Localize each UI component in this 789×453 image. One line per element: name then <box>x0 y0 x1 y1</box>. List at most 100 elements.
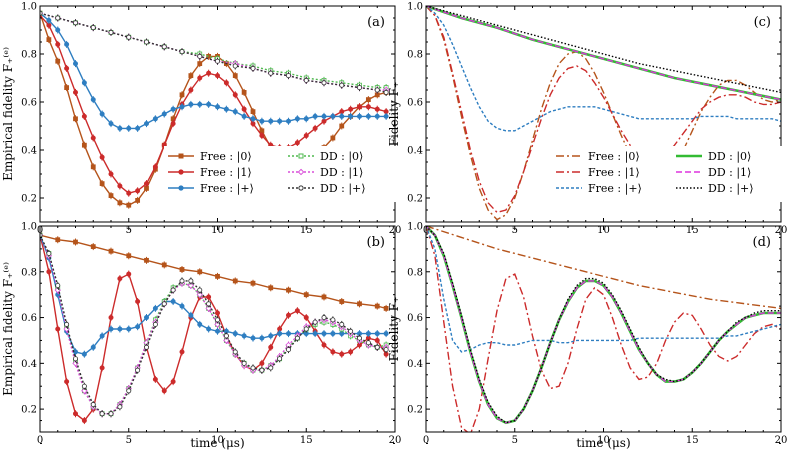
series-line <box>426 226 781 310</box>
legend-label: DD : |+⟩ <box>708 182 754 196</box>
legend-marker <box>178 169 184 175</box>
data-point <box>250 65 256 71</box>
data-point <box>108 193 114 199</box>
x-tick-label: 5 <box>512 435 518 446</box>
data-point <box>374 303 380 309</box>
data-point <box>179 267 185 272</box>
data-point <box>73 356 79 362</box>
y-tick-label: 0.2 <box>21 194 37 205</box>
series-line <box>426 226 781 424</box>
x-tick-label: 15 <box>300 435 313 446</box>
data-point <box>64 41 70 47</box>
data-point <box>339 299 345 304</box>
series-line <box>40 234 387 415</box>
data-point <box>197 53 203 59</box>
panel-label: (b) <box>367 235 385 250</box>
x-tick-label: 5 <box>126 225 132 236</box>
data-point <box>214 328 220 334</box>
data-point <box>321 342 327 348</box>
data-point <box>55 15 61 21</box>
data-point <box>232 349 238 355</box>
data-point <box>99 181 105 187</box>
plot-area <box>40 9 390 209</box>
axes-frame <box>425 225 782 433</box>
data-point <box>214 58 220 64</box>
y-tick-label: 0.6 <box>407 313 423 324</box>
data-point <box>135 197 141 203</box>
legend-entry: Free : |+⟩ <box>168 182 254 196</box>
data-point <box>215 273 220 279</box>
series-line <box>40 12 387 94</box>
data-point <box>277 331 283 337</box>
y-tick-label: 0.4 <box>21 146 37 157</box>
data-point <box>268 70 274 76</box>
series-0 <box>426 6 781 221</box>
data-point <box>241 106 247 112</box>
data-point <box>365 340 371 346</box>
data-point <box>188 73 194 78</box>
data-point <box>64 85 70 90</box>
legend-label: DD : |1⟩ <box>708 166 751 180</box>
data-point <box>206 326 212 332</box>
legend-entry: DD : |+⟩ <box>288 182 366 196</box>
data-point <box>108 171 114 177</box>
data-point <box>55 58 61 64</box>
legend-marker <box>178 185 184 191</box>
legend-entry: DD : |0⟩ <box>288 150 363 164</box>
data-point <box>170 287 176 293</box>
data-point <box>99 333 105 339</box>
data-point <box>330 113 336 119</box>
data-point <box>73 411 79 417</box>
data-point <box>108 121 114 127</box>
data-point <box>152 321 158 327</box>
data-point <box>55 326 61 332</box>
data-point <box>81 142 87 148</box>
data-point <box>126 388 132 394</box>
series-4 <box>40 231 390 418</box>
legend-marker <box>297 168 305 176</box>
data-point <box>152 305 158 311</box>
data-point <box>312 319 318 325</box>
data-point <box>383 331 389 337</box>
data-point <box>117 183 123 189</box>
data-point <box>241 90 247 95</box>
series-line <box>40 12 387 130</box>
data-point <box>126 125 132 131</box>
data-point <box>46 17 52 23</box>
data-point <box>73 20 79 26</box>
data-point <box>214 104 220 110</box>
data-point <box>348 106 354 112</box>
data-point <box>161 301 167 307</box>
data-point <box>285 312 291 318</box>
legend-entry: Free : |1⟩ <box>556 166 640 180</box>
series-line <box>40 235 387 422</box>
data-point <box>250 109 256 114</box>
y-tick-label: 0.8 <box>407 50 423 61</box>
legend-background <box>164 146 410 202</box>
y-tick-label: 1.0 <box>21 2 37 13</box>
data-point <box>187 282 195 289</box>
y-tick-label: 0.8 <box>21 267 37 278</box>
data-point <box>348 113 354 119</box>
data-point <box>179 278 185 284</box>
data-point <box>321 80 327 86</box>
series-line <box>426 6 781 132</box>
data-point <box>214 73 220 79</box>
series-3 <box>40 9 389 92</box>
y-tick-label: 0.4 <box>21 359 37 370</box>
data-point <box>108 326 114 332</box>
legend-background <box>552 146 789 202</box>
data-point <box>46 269 52 275</box>
legend-label: DD : |1⟩ <box>320 166 363 180</box>
series-line <box>426 6 781 101</box>
x-tick-label: 15 <box>686 435 699 446</box>
legend-entry: Free : |1⟩ <box>168 166 252 180</box>
series-5 <box>426 226 781 424</box>
data-point <box>143 315 149 321</box>
series-4 <box>426 226 781 424</box>
series-1 <box>426 6 781 214</box>
series-2 <box>40 231 389 358</box>
data-point <box>55 41 61 47</box>
series-line <box>426 226 781 425</box>
